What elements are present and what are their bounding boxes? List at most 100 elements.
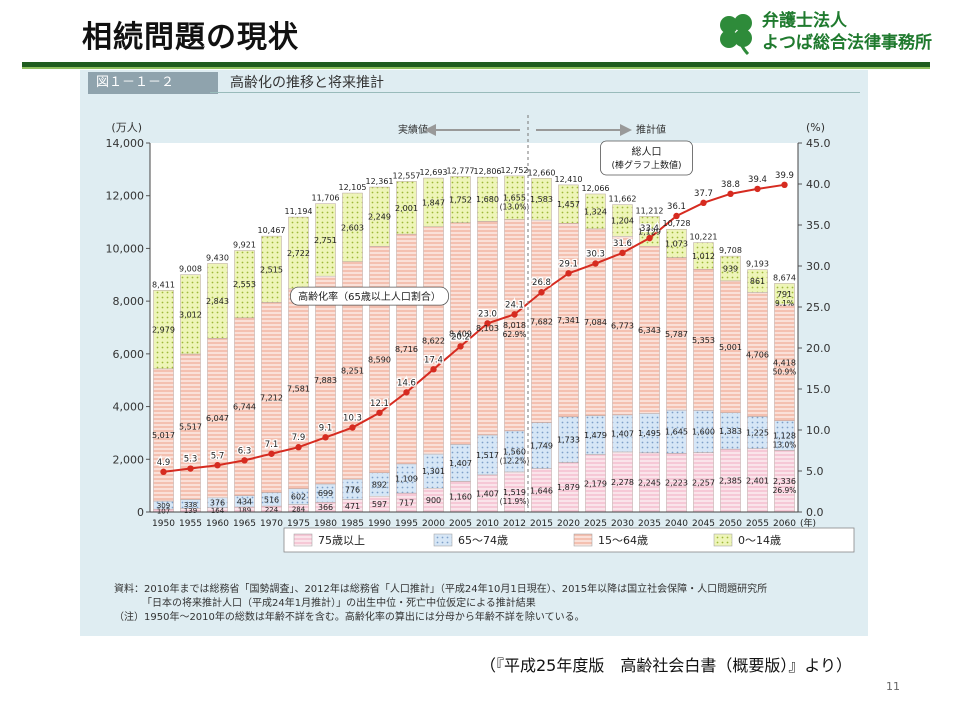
- x-tick-label: 1960: [206, 519, 229, 529]
- segment-label-age0: 1,012: [692, 252, 715, 261]
- segment-label-age15: 8,409: [449, 330, 472, 339]
- aging-rate-label: 10.3: [343, 414, 362, 424]
- segment-label-age65: 1,225: [746, 429, 769, 438]
- bar-segment-age0: [693, 242, 714, 270]
- x-tick-label: 2055: [746, 519, 769, 529]
- aging-rate-label: 26.8: [532, 278, 551, 288]
- header-rule: [22, 62, 930, 69]
- aging-rate-label: 12.1: [370, 399, 389, 409]
- segment-label-age0: 2,515: [260, 265, 283, 274]
- aging-rate-label: 7.1: [265, 440, 279, 450]
- segment-label-age65: 1,109: [395, 474, 418, 483]
- segment-label-age15: 6,744: [233, 403, 256, 412]
- x-tick-label: 2060: [773, 519, 796, 529]
- segment-label-age65: 1,301: [422, 467, 445, 476]
- segment-label-age0: 1,583: [530, 195, 553, 204]
- x-tick-label: 2015: [530, 519, 553, 529]
- segment-label-age75: 189: [238, 507, 251, 515]
- segment-label-age65: 309: [157, 502, 170, 510]
- bar-segment-age0: [531, 178, 552, 221]
- segment-label-age75: 1,519: [503, 488, 526, 497]
- segment-label-age0: 1,752: [449, 196, 472, 205]
- segment-label-age15: 8,716: [395, 345, 418, 354]
- segment-label-age65: 1,495: [638, 429, 661, 438]
- share-note: 50.9%: [773, 367, 797, 376]
- total-label: 12,361: [366, 177, 394, 186]
- segment-label-age65: 1,645: [665, 428, 688, 437]
- segment-label-age0: 1,129: [638, 227, 661, 236]
- bar-segment-age0: [504, 175, 525, 220]
- legend-label-age0: 0～14歳: [738, 534, 781, 547]
- segment-label-age75: 597: [372, 500, 387, 509]
- x-tick-label: 2030: [611, 519, 634, 529]
- aging-rate-point: [619, 249, 626, 257]
- x-tick-label: 2005: [449, 519, 472, 529]
- segment-label-age0: 1,457: [557, 200, 580, 209]
- segment-label-age65: 602: [291, 493, 306, 502]
- aging-rate-line: [163, 183, 785, 473]
- x-tick-label: 2040: [665, 519, 688, 529]
- total-label: 9,008: [179, 265, 202, 274]
- segment-label-age15: 7,341: [557, 316, 580, 325]
- x-tick-label: 1980: [314, 519, 337, 529]
- segment-label-age15: 5,517: [179, 423, 202, 432]
- aging-rate-label: 4.9: [157, 458, 171, 468]
- x-tick-label: 2025: [584, 519, 607, 529]
- segment-label-age0: 2,751: [314, 236, 337, 245]
- aging-rate-label: 29.1: [559, 259, 578, 269]
- citation-caption: （『平成25年度版 高齢社会白書（概要版）』より）: [480, 656, 853, 675]
- segment-label-age65: 699: [318, 489, 333, 498]
- segment-label-age0: 1,680: [476, 195, 499, 204]
- legend-label-age15: 15～64歳: [598, 534, 648, 547]
- source-line-1: 資料：2010年までは総務省「国勢調査」、2012年は総務省「人口推計」（平成2…: [114, 584, 768, 595]
- share-note: (12.2%): [500, 456, 530, 465]
- x-tick-label: 1975: [287, 519, 310, 529]
- legend-label-age65: 65～74歳: [458, 534, 508, 547]
- segment-label-age15: 6,343: [638, 326, 661, 335]
- y-left-tick-label: 12,000: [106, 190, 145, 203]
- total-label: 9,430: [206, 253, 229, 262]
- bar-segment-age0: [234, 250, 255, 319]
- aging-rate-point: [727, 190, 734, 198]
- aging-rate-point: [403, 389, 410, 396]
- forecast-arrow-icon: [536, 124, 632, 136]
- aging-rate-label: 33.4: [640, 224, 659, 234]
- segment-label-age0: 1,847: [422, 198, 445, 207]
- bar-segment-age0: [639, 216, 660, 247]
- segment-label-age75: 1,407: [476, 489, 499, 498]
- aging-rate-point: [322, 434, 329, 441]
- y-right-tick-label: 25.0: [806, 301, 831, 314]
- bar-segment-age0: [558, 184, 579, 224]
- segment-label-age65: 1,560: [503, 447, 526, 456]
- share-note: (11.9%): [500, 497, 530, 506]
- aging-rate-point: [241, 457, 248, 464]
- total-label: 12,777: [447, 167, 475, 176]
- source-line-2: 「日本の将来推計人口（平成24年1月推計）」の出生中位・死亡中位仮定による推計結…: [142, 598, 536, 609]
- segment-label-age0: 791: [777, 290, 792, 299]
- total-label: 8,674: [773, 273, 796, 282]
- segment-label-age75: 2,385: [719, 477, 742, 486]
- segment-label-age15: 6,773: [611, 322, 634, 331]
- segment-label-age65: 892: [372, 481, 387, 490]
- segment-label-age65: 516: [264, 495, 279, 504]
- y-left-tick-label: 14,000: [106, 137, 145, 150]
- x-tick-label: 2012: [503, 519, 526, 529]
- total-label: 12,410: [555, 175, 583, 184]
- total-label: 11,194: [285, 207, 313, 216]
- y-left-tick-label: 4,000: [113, 401, 145, 414]
- aging-rate-point: [214, 462, 221, 469]
- bar-segment-age0: [315, 203, 336, 277]
- aging-rate-label: 39.4: [748, 175, 767, 185]
- figure-label: 図１－１－２: [88, 72, 218, 94]
- segment-label-age65: 1,479: [584, 431, 607, 440]
- segment-label-age15: 8,590: [368, 356, 391, 365]
- x-tick-label: 2035: [638, 519, 661, 529]
- total-label: 12,557: [393, 171, 421, 180]
- slide-title: 相続問題の現状: [82, 20, 299, 55]
- callout-total-title: 総人口: [632, 145, 662, 158]
- segment-label-age65: 1,407: [611, 429, 634, 438]
- share-note: 62.9%: [503, 330, 527, 339]
- figure-title: 高齢化の推移と将来推計: [230, 75, 384, 91]
- aging-rate-label: 38.8: [721, 180, 740, 190]
- y-right-tick-label: 10.0: [806, 424, 831, 437]
